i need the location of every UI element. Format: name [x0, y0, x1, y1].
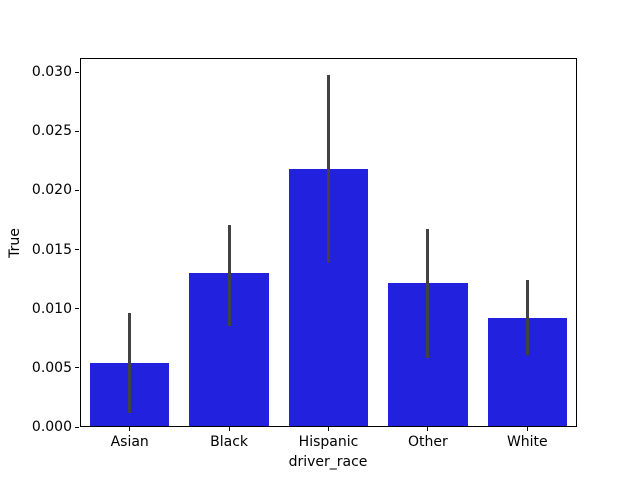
y-tick-label: 0.015 — [31, 241, 72, 258]
x-axis-label: driver_race — [288, 454, 368, 470]
y-tick-mark — [75, 426, 79, 428]
y-tick-label: 0.005 — [31, 359, 72, 376]
x-tick-mark — [129, 427, 131, 431]
error-bar — [327, 74, 330, 263]
y-axis-label: True — [7, 228, 23, 258]
y-tick-mark — [75, 71, 79, 73]
y-tick-label: 0.025 — [31, 123, 72, 140]
error-bar — [426, 229, 430, 359]
x-tick-mark — [526, 427, 528, 431]
y-tick-mark — [75, 189, 79, 191]
x-tick-label: Black — [210, 434, 249, 450]
x-tick-mark — [328, 427, 329, 431]
error-bar — [227, 224, 231, 327]
x-tick-label: Hispanic — [298, 434, 359, 450]
y-tick-label: 0.010 — [31, 300, 72, 317]
y-tick-label: 0.030 — [31, 64, 72, 81]
x-tick-mark — [427, 427, 429, 431]
y-tick-label: 0.020 — [31, 182, 72, 199]
x-tick-label: Other — [408, 434, 448, 450]
y-tick-mark — [75, 249, 79, 251]
y-tick-mark — [75, 130, 79, 132]
x-tick-label: Asian — [110, 434, 149, 450]
y-tick-mark — [75, 367, 79, 369]
error-bar — [525, 280, 529, 355]
error-bar — [128, 313, 132, 413]
y-tick-mark — [75, 308, 79, 310]
y-tick-label: 0.000 — [31, 419, 72, 435]
x-tick-label: White — [506, 434, 548, 450]
x-tick-mark — [228, 427, 230, 431]
